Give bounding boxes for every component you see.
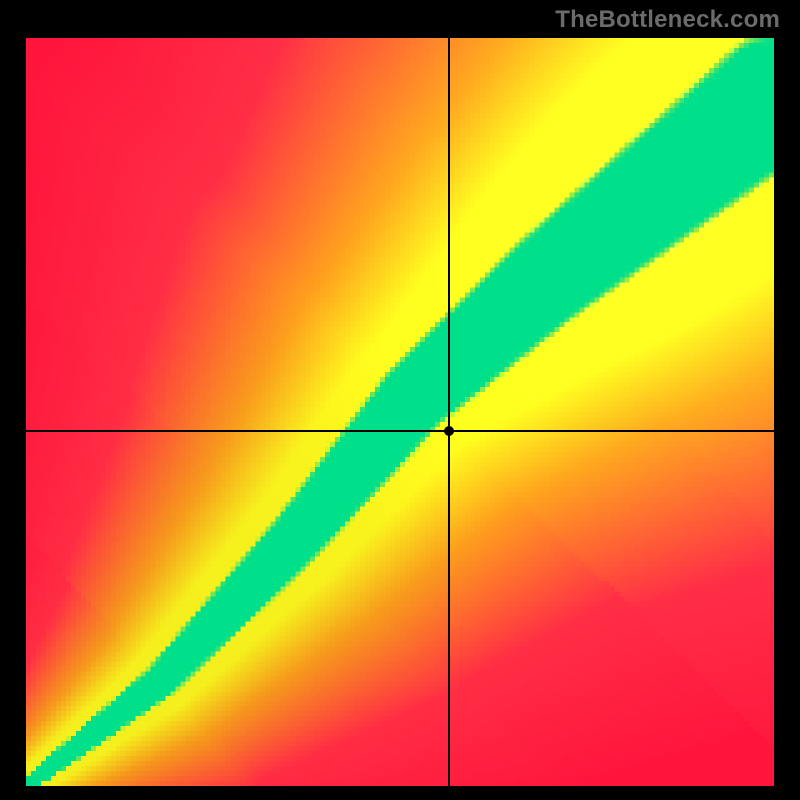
crosshair-marker <box>444 426 454 436</box>
heatmap-canvas <box>26 38 774 786</box>
crosshair-horizontal <box>26 430 774 432</box>
page-root: TheBottleneck.com <box>0 0 800 800</box>
chart-frame <box>26 38 774 786</box>
watermark-text: TheBottleneck.com <box>555 6 780 34</box>
crosshair-vertical <box>448 38 450 786</box>
